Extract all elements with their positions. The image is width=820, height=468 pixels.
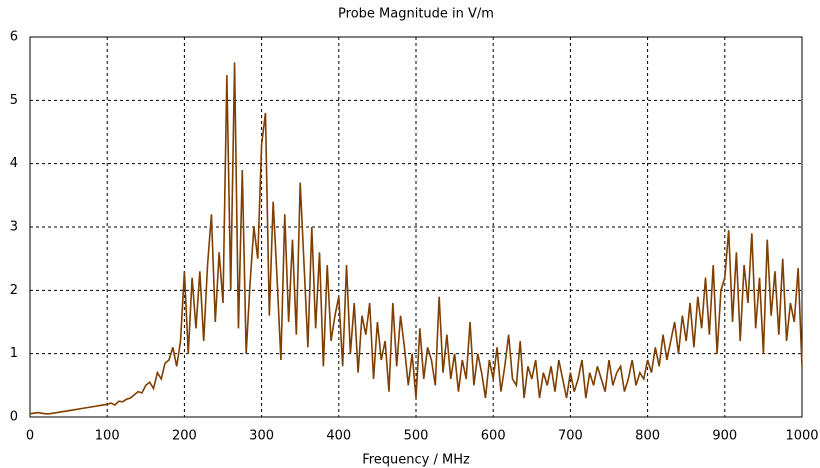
x-tick-label: 800 (635, 429, 660, 444)
x-tick-label: 400 (326, 429, 351, 444)
x-tick-label: 300 (249, 429, 274, 444)
x-tick-label: 1000 (785, 429, 818, 444)
data-line (29, 62, 803, 415)
y-tick-label: 6 (10, 30, 18, 45)
plot-frame (29, 36, 803, 418)
y-tick-label: 3 (10, 220, 18, 235)
x-tick-label: 500 (404, 429, 429, 444)
x-tick-label: 900 (712, 429, 737, 444)
x-tick-label: 100 (95, 429, 120, 444)
y-tick-label: 4 (10, 156, 18, 171)
y-tick-label: 0 (10, 410, 18, 425)
y-tick-label: 5 (10, 93, 18, 108)
y-tick-label: 2 (10, 283, 18, 298)
x-tick-label: 200 (172, 429, 197, 444)
x-axis-label: Frequency / MHz (362, 453, 470, 468)
chart-title: Probe Magnitude in V/m (338, 7, 494, 22)
x-tick-label: 600 (481, 429, 506, 444)
x-tick-label: 700 (558, 429, 583, 444)
y-tick-label: 1 (10, 346, 18, 361)
x-tick-label: 0 (26, 429, 34, 444)
